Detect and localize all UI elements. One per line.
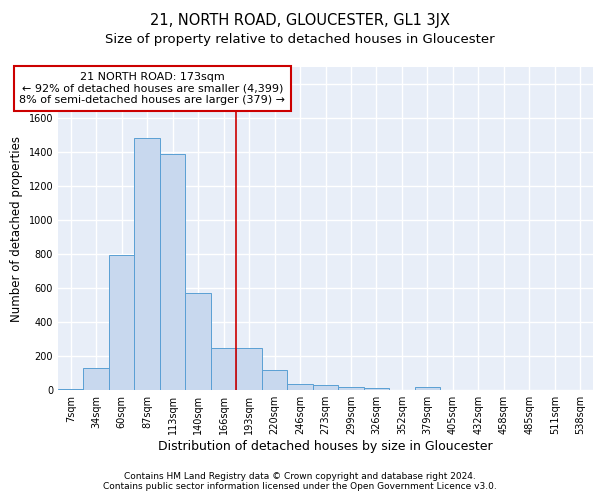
Text: Contains HM Land Registry data © Crown copyright and database right 2024.: Contains HM Land Registry data © Crown c… xyxy=(124,472,476,481)
Bar xyxy=(338,387,364,390)
Text: Size of property relative to detached houses in Gloucester: Size of property relative to detached ho… xyxy=(105,32,495,46)
Bar xyxy=(109,255,134,390)
Bar xyxy=(211,348,236,391)
Bar xyxy=(185,294,211,390)
Bar xyxy=(160,154,185,390)
Bar xyxy=(313,385,338,390)
Bar xyxy=(287,384,313,390)
Bar xyxy=(364,388,389,390)
Bar xyxy=(262,370,287,390)
Text: 21 NORTH ROAD: 173sqm
← 92% of detached houses are smaller (4,399)
8% of semi-de: 21 NORTH ROAD: 173sqm ← 92% of detached … xyxy=(19,72,285,105)
Text: Contains public sector information licensed under the Open Government Licence v3: Contains public sector information licen… xyxy=(103,482,497,491)
Bar xyxy=(236,348,262,391)
Bar xyxy=(58,388,83,390)
Text: 21, NORTH ROAD, GLOUCESTER, GL1 3JX: 21, NORTH ROAD, GLOUCESTER, GL1 3JX xyxy=(150,12,450,28)
X-axis label: Distribution of detached houses by size in Gloucester: Distribution of detached houses by size … xyxy=(158,440,493,453)
Bar xyxy=(83,368,109,390)
Bar xyxy=(415,387,440,390)
Bar xyxy=(134,138,160,390)
Y-axis label: Number of detached properties: Number of detached properties xyxy=(10,136,23,322)
